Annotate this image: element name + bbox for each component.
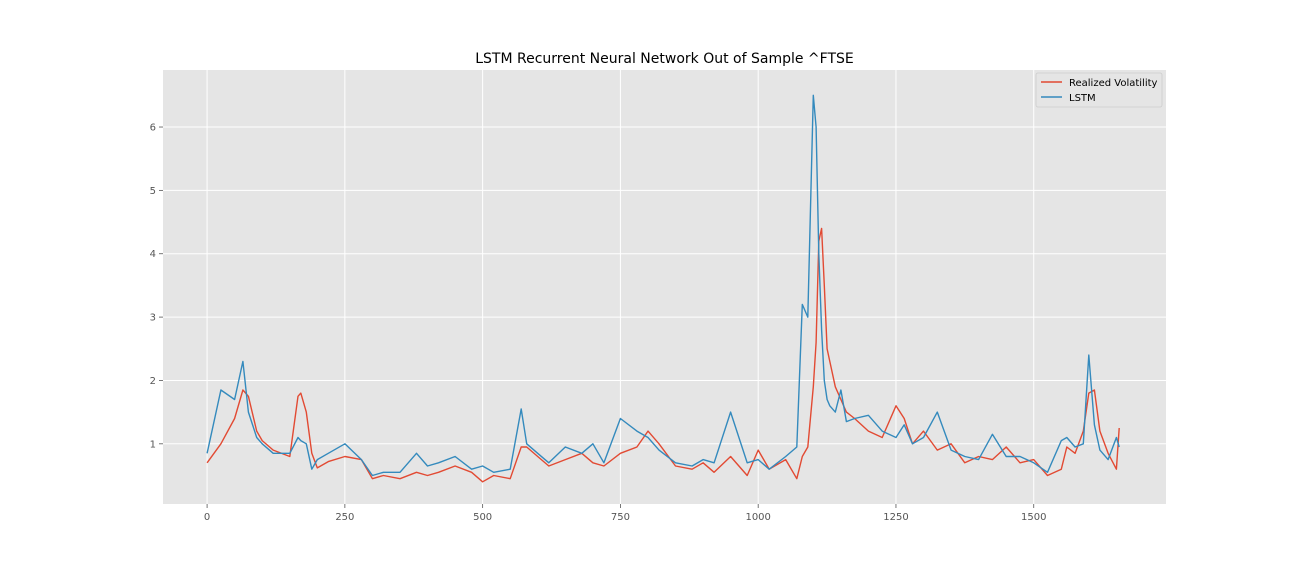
x-tick-label: 1000 <box>745 512 770 523</box>
legend: Realized Volatility LSTM <box>1035 72 1163 108</box>
series-layer <box>206 94 1120 483</box>
x-tick-label: 750 <box>611 512 630 523</box>
y-tick-label: 4 <box>150 249 156 260</box>
x-axis-ticks: 0 250 500 750 1000 1250 1500 <box>204 504 1046 523</box>
chart-title: LSTM Recurrent Neural Network Out of Sam… <box>475 51 854 67</box>
legend-label-realized-volatility: Realized Volatility <box>1069 78 1158 89</box>
legend-box <box>1035 72 1163 108</box>
x-tick-label: 1250 <box>883 512 908 523</box>
x-tick-label: 500 <box>473 512 492 523</box>
series-line-lstm <box>206 94 1120 477</box>
y-axis-ticks: 1 2 3 4 5 6 <box>150 123 163 450</box>
grid <box>163 70 1166 504</box>
plot-area <box>163 70 1166 504</box>
y-tick-label: 6 <box>150 123 156 134</box>
x-tick-label: 1500 <box>1021 512 1046 523</box>
y-tick-label: 3 <box>150 313 156 324</box>
legend-label-lstm: LSTM <box>1069 93 1096 104</box>
y-tick-label: 1 <box>150 439 156 450</box>
x-tick-label: 250 <box>335 512 354 523</box>
series-line-realized-volatility <box>206 227 1120 483</box>
y-tick-label: 5 <box>150 186 156 197</box>
x-tick-label: 0 <box>204 512 210 523</box>
y-tick-label: 2 <box>150 376 156 387</box>
